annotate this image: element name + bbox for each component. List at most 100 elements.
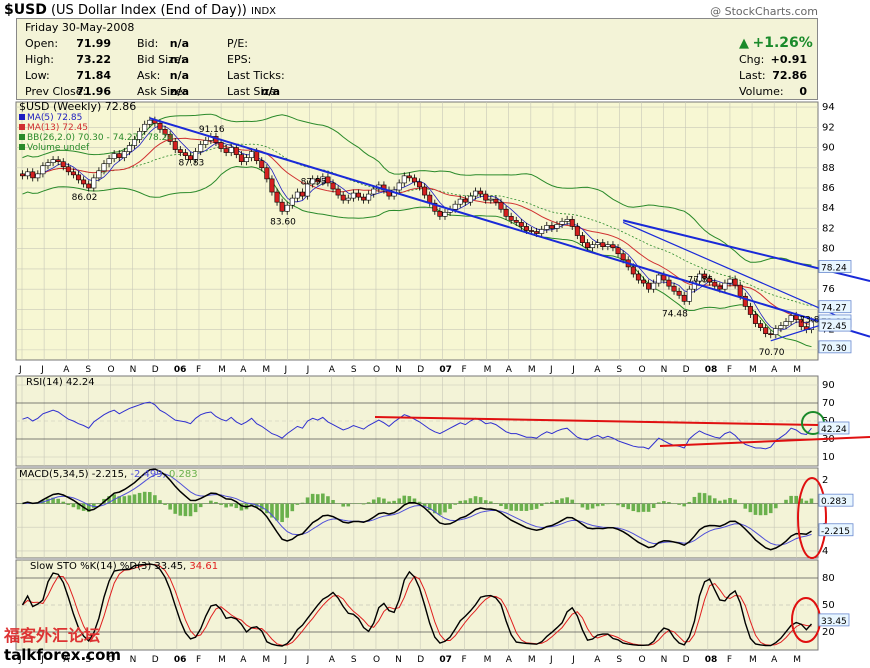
macd-histogram-bar (784, 499, 788, 504)
candle-body (467, 195, 473, 203)
candle-body (763, 327, 769, 334)
macd-histogram-bar (71, 503, 76, 508)
candle-body (233, 147, 239, 155)
macd-histogram-bar (789, 495, 793, 504)
macd-histogram-bar (499, 503, 503, 507)
trendline-thin (622, 221, 849, 322)
macd-histogram-bar (774, 503, 778, 509)
macd-histogram-bar (672, 503, 676, 505)
macd-histogram-bar (504, 503, 508, 510)
macd-histogram-bar (473, 496, 478, 504)
macd-histogram-bar (585, 503, 590, 510)
candle-body (569, 219, 575, 227)
macd-histogram-bar (371, 499, 376, 504)
macd-histogram-bar (651, 503, 656, 509)
candle-body (615, 247, 621, 255)
macd-histogram-bar (147, 492, 152, 504)
macd-histogram-bar (697, 492, 702, 504)
macd-histogram-bar (117, 496, 122, 504)
x-tick-label: J (571, 365, 575, 375)
x-tick-label: A (63, 365, 70, 375)
candle-body (498, 201, 504, 210)
rsi-title: RSI(14) 42.24 (26, 377, 95, 388)
x-tick-label: J (40, 365, 44, 375)
candle-body (274, 191, 280, 203)
macd-histogram-bar (239, 503, 244, 511)
candle-body (635, 273, 641, 281)
quote-label: EPS: (227, 53, 252, 66)
macd-histogram-bar (209, 500, 213, 504)
candle-body (30, 171, 36, 179)
candle-body (513, 220, 519, 223)
quote-label: Ask Size: (137, 85, 187, 98)
macd-histogram-bar (646, 503, 651, 512)
candle-body (696, 273, 702, 282)
candle-body (778, 325, 784, 329)
price-annotation: 83.60 (270, 217, 296, 227)
macd-histogram-bar (331, 499, 335, 504)
candle-body (457, 198, 463, 205)
x-tick-label: F (727, 365, 732, 375)
candle-body (284, 204, 290, 212)
candle-body (808, 320, 814, 330)
trendline-main (149, 117, 870, 338)
macd-histogram-bar (310, 493, 315, 504)
macd-histogram-bar (92, 503, 96, 508)
watermark-cn: 福客外汇论坛 (4, 626, 101, 645)
symbol-name: (US Dollar Index (End of Day)) (50, 3, 247, 18)
x-tick-label: J (306, 365, 310, 375)
x-tick-label: D (683, 655, 690, 665)
macd-histogram-bar (97, 503, 101, 504)
x-tick-label: N (661, 655, 668, 665)
candle-body (727, 278, 733, 284)
value-tag-box (818, 260, 852, 273)
macd-histogram-bar (377, 497, 381, 504)
macd-histogram-bar (188, 503, 193, 517)
quote-panel: Friday 30-May-2008 Open: 71.99 Bid: n/a P/E:… (16, 18, 818, 100)
value-tag-box (818, 318, 852, 332)
x-tick-label: A (506, 655, 513, 665)
quote-label: Bid: (137, 37, 159, 50)
candle-body (355, 192, 361, 198)
x-tick-label: D (417, 655, 424, 665)
macd-histogram-bar (275, 503, 279, 521)
x-tick-label: M (749, 365, 757, 375)
rsi-tick-label: 90 (822, 380, 835, 391)
macd-histogram-bar (280, 503, 284, 523)
bb-mid-line (22, 143, 812, 307)
candle-body (712, 281, 718, 287)
x-tick-label: N (130, 655, 137, 665)
macd-signal-line (22, 473, 812, 546)
candle-body (121, 151, 127, 158)
price-annotation: 87.55 (301, 177, 327, 187)
y-tick-label: 80 (822, 244, 835, 255)
x-tick-label: J (283, 655, 287, 665)
macd-histogram-bar (173, 503, 178, 514)
candle-body (630, 266, 636, 275)
candle-body (529, 230, 535, 232)
x-tick-label: M (793, 655, 801, 665)
value-tag-text: 78.24 (821, 264, 847, 274)
macd-histogram-bar (570, 499, 575, 504)
macd-histogram-bar (748, 503, 753, 513)
y-tick-label: 82 (822, 223, 835, 234)
candle-body (417, 181, 423, 188)
y-tick-label: 94 (822, 102, 835, 113)
macd-histogram-bar (794, 495, 798, 504)
candle-body (264, 167, 270, 180)
macd-histogram-bar (127, 495, 132, 504)
y-tick-label: 76 (822, 284, 835, 295)
x-tick-label: A (329, 655, 336, 665)
macd-line (22, 468, 812, 551)
quote-label: Last Ticks: (227, 69, 285, 82)
value-tag-text: 74.27 (821, 304, 847, 314)
macd-histogram-bar (321, 493, 325, 504)
macd-histogram-bar (590, 503, 595, 509)
x-tick-label: J (306, 655, 310, 665)
macd-histogram-bar (407, 496, 412, 504)
candle-body (330, 182, 336, 190)
quote-label: Open: (25, 37, 59, 50)
panel-0 (15, 101, 819, 361)
macd-histogram-bar (326, 496, 330, 504)
